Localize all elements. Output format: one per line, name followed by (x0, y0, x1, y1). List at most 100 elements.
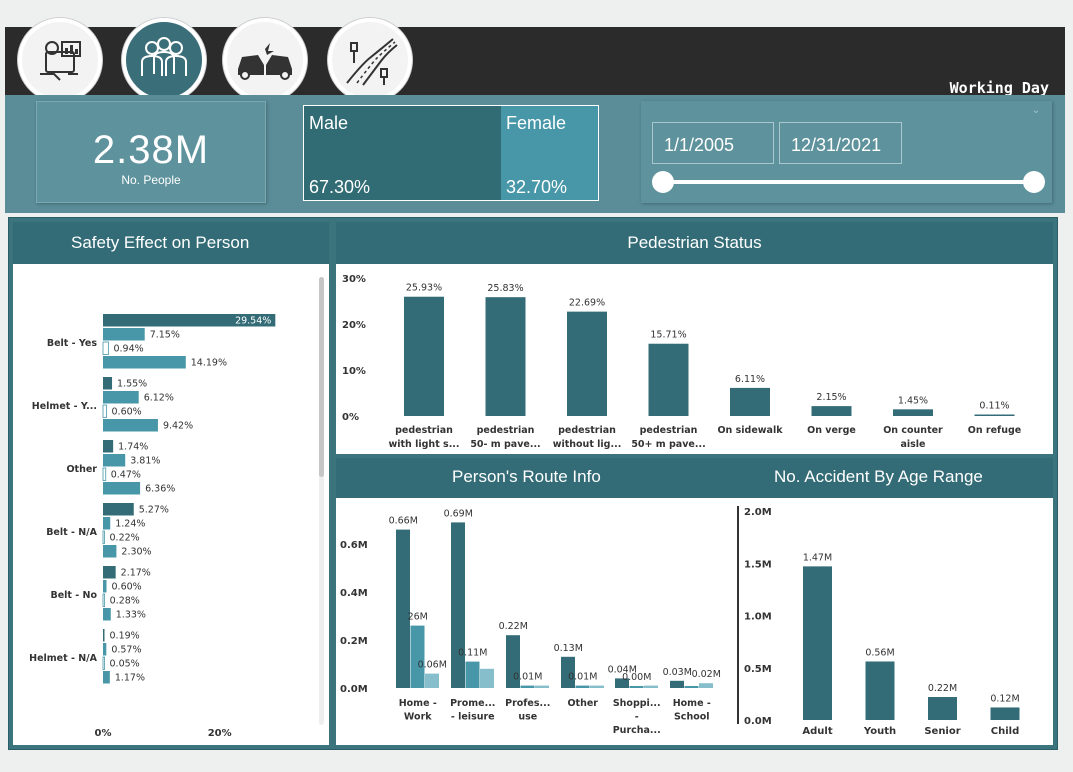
route-bar[interactable] (644, 685, 658, 688)
safety-bar[interactable] (103, 545, 117, 558)
route-bar[interactable] (396, 529, 410, 688)
safety-bar[interactable] (103, 503, 134, 516)
safety-category-label: Belt - Yes (47, 338, 97, 349)
route-bar[interactable] (465, 661, 480, 688)
age-data-label: 0.12M (990, 693, 1019, 704)
age-category-label: Child (991, 726, 1019, 737)
safety-bar[interactable] (103, 454, 126, 467)
pedestrian-bar[interactable] (811, 406, 852, 416)
pedestrian-data-label: 22.69% (569, 298, 605, 309)
pedestrian-bar[interactable] (730, 387, 770, 416)
route-bar[interactable] (575, 685, 590, 688)
route-bar[interactable] (410, 625, 425, 688)
route-bar[interactable] (699, 683, 713, 688)
safety-bar[interactable] (103, 629, 105, 642)
safety-data-label: 0.28% (110, 596, 140, 607)
safety-bar[interactable] (103, 580, 107, 593)
safety-data-label: 0.19% (110, 631, 140, 642)
route-bar[interactable] (480, 668, 494, 688)
route-bar[interactable] (629, 686, 644, 688)
age-bar[interactable] (803, 566, 832, 720)
age-bar[interactable] (990, 707, 1020, 720)
date-slider-end-handle[interactable] (1023, 171, 1045, 193)
safety-scroll-track[interactable] (319, 277, 324, 725)
safety-bar[interactable] (103, 356, 186, 369)
age-y-tick: 2.0M (744, 507, 772, 518)
safety-bar[interactable] (102, 530, 105, 544)
age-range-panel: No. Accident By Age Range 2.0M 1.5M 1.0M 0.… (730, 458, 1053, 745)
pedestrian-bar[interactable] (404, 296, 444, 416)
safety-bar[interactable] (102, 593, 106, 607)
male-segment[interactable]: Male 67.30% (304, 106, 501, 200)
age-data-label: 1.47M (803, 552, 832, 563)
route-bar[interactable] (425, 673, 439, 688)
date-slider-track[interactable] (663, 180, 1035, 184)
safety-data-label: 5.27% (139, 505, 169, 516)
safety-data-label: 2.30% (121, 547, 151, 558)
age-bar[interactable] (865, 661, 895, 720)
pedestrian-data-label: 25.93% (406, 283, 442, 294)
route-bar[interactable] (451, 522, 465, 688)
age-bar[interactable] (928, 697, 957, 720)
pedestrian-data-label: 6.11% (735, 374, 765, 385)
safety-bar[interactable] (102, 656, 105, 670)
safety-bar[interactable] (103, 517, 111, 530)
route-data-label: 0.66M (389, 516, 418, 527)
start-date-input[interactable]: 1/1/2005 (652, 122, 774, 164)
age-category-label: Adult (802, 726, 832, 737)
working-day-label: Working Day (949, 79, 1049, 97)
safety-data-label: 14.19% (191, 358, 227, 369)
safety-data-label: 1.24% (115, 519, 145, 530)
route-category-label: Purcha... (613, 725, 661, 736)
safety-bar[interactable] (103, 314, 276, 327)
route-bar[interactable] (684, 686, 699, 688)
pedestrian-bar[interactable] (648, 343, 689, 416)
chevron-down-icon[interactable]: ⌄ (1031, 105, 1040, 116)
pedestrian-y-tick: 0% (342, 412, 359, 423)
safety-bar[interactable] (103, 419, 158, 432)
route-category-label: Other (567, 698, 598, 709)
route-bar[interactable] (670, 680, 684, 688)
pedestrian-bar[interactable] (567, 311, 607, 416)
pedestrian-category-label: On sidewalk (717, 425, 783, 436)
safety-bar[interactable] (103, 608, 111, 621)
route-bar[interactable] (590, 685, 604, 688)
safety-bar[interactable] (102, 341, 109, 355)
pedestrian-bar[interactable] (974, 414, 1015, 417)
route-bar[interactable] (520, 685, 535, 688)
age-y-tick: 0.0M (744, 716, 772, 727)
pedestrian-bar[interactable] (893, 409, 933, 416)
end-date-input[interactable]: 12/31/2021 (779, 122, 902, 164)
route-bar[interactable] (615, 678, 629, 688)
pedestrian-y-tick: 20% (342, 320, 366, 331)
safety-data-label: 3.81% (130, 456, 160, 467)
safety-bar[interactable] (103, 671, 110, 684)
safety-bar[interactable] (103, 391, 139, 404)
safety-bar[interactable] (103, 440, 114, 453)
female-percent: 32.70% (506, 177, 568, 197)
road-curve-icon[interactable] (328, 18, 412, 102)
safety-bar[interactable] (103, 566, 116, 579)
safety-bar[interactable] (103, 377, 113, 390)
safety-bar[interactable] (103, 643, 107, 656)
car-crash-icon[interactable] (223, 18, 307, 102)
safety-data-label: 1.74% (118, 442, 148, 453)
dashboard-tablet-icon[interactable] (18, 18, 102, 102)
date-slider-start-handle[interactable] (652, 171, 674, 193)
safety-scrollbar[interactable] (319, 277, 324, 477)
route-bar[interactable] (561, 656, 575, 688)
safety-bar[interactable] (103, 482, 141, 495)
route-category-label: Profes... (505, 698, 550, 709)
pedestrian-status-title: Pedestrian Status (336, 222, 1053, 264)
pedestrian-bar[interactable] (485, 297, 526, 416)
safety-category-label: Helmet - Y... (32, 401, 97, 412)
safety-bar[interactable] (103, 328, 145, 341)
people-group-icon[interactable] (122, 18, 206, 102)
pedestrian-category-label: with light s... (388, 439, 459, 450)
route-bar[interactable] (535, 685, 549, 688)
safety-bar[interactable] (102, 404, 107, 418)
route-bar[interactable] (506, 635, 520, 688)
route-category-label: Home - (673, 698, 711, 709)
safety-bar[interactable] (102, 467, 107, 481)
female-segment[interactable]: Female 32.70% (501, 106, 598, 200)
